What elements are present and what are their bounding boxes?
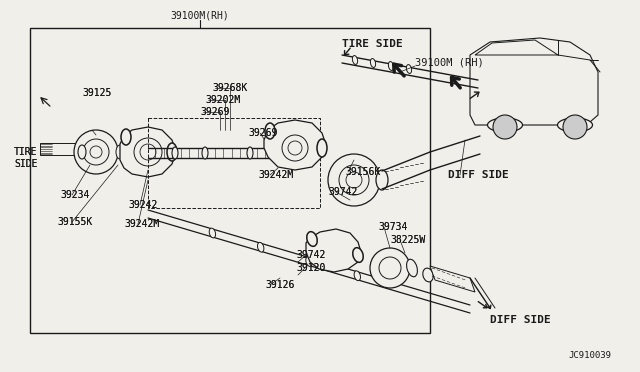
Text: DIFF SIDE: DIFF SIDE (490, 315, 551, 325)
Text: 39242M: 39242M (124, 219, 159, 229)
Text: DIFF SIDE: DIFF SIDE (448, 170, 509, 180)
Bar (40, 143, 78, 155)
Text: 39125: 39125 (82, 88, 111, 98)
Ellipse shape (167, 143, 177, 161)
Text: 39155K: 39155K (57, 217, 92, 227)
Circle shape (379, 257, 401, 279)
Circle shape (140, 144, 156, 160)
Circle shape (493, 115, 517, 139)
Text: 39234: 39234 (60, 190, 90, 200)
Text: 39742: 39742 (296, 250, 325, 260)
Circle shape (346, 172, 362, 188)
Text: 39126: 39126 (265, 280, 294, 290)
Text: TIRE
SIDE: TIRE SIDE (14, 147, 38, 169)
Ellipse shape (406, 259, 417, 277)
Ellipse shape (488, 118, 522, 132)
Text: 39269: 39269 (248, 128, 277, 138)
Ellipse shape (78, 145, 86, 159)
Text: 39242M: 39242M (258, 170, 293, 180)
Ellipse shape (557, 118, 593, 132)
Circle shape (328, 154, 380, 206)
Ellipse shape (406, 65, 412, 73)
Ellipse shape (116, 145, 124, 159)
Text: 39269: 39269 (200, 107, 229, 117)
Polygon shape (120, 127, 176, 177)
Polygon shape (475, 40, 558, 55)
Ellipse shape (307, 232, 317, 246)
Text: 39242: 39242 (128, 200, 157, 210)
Ellipse shape (277, 147, 283, 159)
Bar (30, 28, 430, 333)
Ellipse shape (388, 62, 394, 70)
Ellipse shape (423, 268, 433, 282)
Text: TIRE
SIDE: TIRE SIDE (14, 147, 38, 169)
Circle shape (74, 130, 118, 174)
Text: 39202M: 39202M (205, 95, 240, 105)
Text: 38225W: 38225W (390, 235, 425, 245)
Text: 39155K: 39155K (57, 217, 92, 227)
Text: 39120: 39120 (296, 263, 325, 273)
Text: 39120: 39120 (296, 263, 325, 273)
Text: 39742: 39742 (328, 187, 357, 197)
Text: 39734: 39734 (378, 222, 408, 232)
Text: 39234: 39234 (60, 190, 90, 200)
Circle shape (282, 135, 308, 161)
Circle shape (83, 139, 109, 165)
Polygon shape (470, 38, 598, 125)
Ellipse shape (265, 123, 275, 139)
Ellipse shape (306, 257, 312, 266)
Polygon shape (264, 120, 326, 170)
Ellipse shape (376, 170, 388, 190)
Ellipse shape (371, 58, 376, 67)
Ellipse shape (354, 271, 360, 280)
Text: 38225W: 38225W (390, 235, 425, 245)
Text: 39269: 39269 (200, 107, 229, 117)
Ellipse shape (257, 243, 264, 252)
Text: 39126: 39126 (265, 280, 294, 290)
Polygon shape (306, 229, 361, 272)
Circle shape (288, 141, 302, 155)
Text: 39156K: 39156K (345, 167, 380, 177)
Text: 39742: 39742 (328, 187, 357, 197)
Circle shape (90, 146, 102, 158)
Ellipse shape (353, 248, 364, 262)
Text: JC910039: JC910039 (568, 350, 611, 359)
Text: 39100M(RH): 39100M(RH) (171, 10, 229, 20)
Ellipse shape (353, 55, 358, 64)
Text: 39242M: 39242M (258, 170, 293, 180)
Text: 39734: 39734 (378, 222, 408, 232)
Text: 39125: 39125 (82, 88, 111, 98)
Text: TIRE SIDE: TIRE SIDE (342, 39, 403, 49)
Text: 39242: 39242 (128, 200, 157, 210)
Text: 39268K: 39268K (212, 83, 247, 93)
Ellipse shape (247, 147, 253, 159)
Circle shape (370, 248, 410, 288)
Bar (148, 118, 320, 208)
Text: 39242M: 39242M (124, 219, 159, 229)
Circle shape (339, 165, 369, 195)
Circle shape (134, 138, 162, 166)
Text: 39268K: 39268K (212, 83, 247, 93)
Ellipse shape (202, 147, 208, 159)
Ellipse shape (209, 228, 216, 238)
Text: 39202M: 39202M (205, 95, 240, 105)
Circle shape (563, 115, 587, 139)
Ellipse shape (121, 129, 131, 145)
Text: 39742: 39742 (296, 250, 325, 260)
Text: 39156K: 39156K (345, 167, 380, 177)
Text: 39100M (RH): 39100M (RH) (415, 57, 484, 67)
Text: 39269: 39269 (248, 128, 277, 138)
Ellipse shape (172, 147, 178, 159)
Ellipse shape (317, 139, 327, 157)
Polygon shape (430, 266, 475, 292)
